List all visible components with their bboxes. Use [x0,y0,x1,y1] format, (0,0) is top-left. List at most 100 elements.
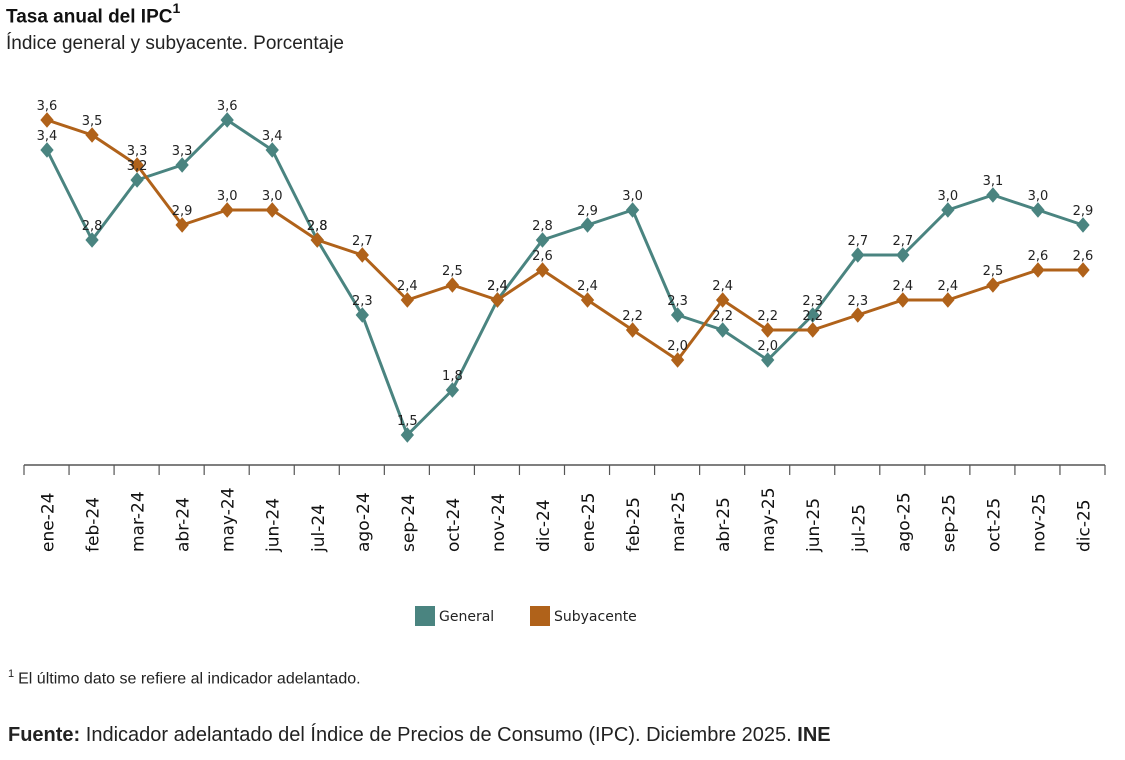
data-label-general: 2,3 [352,294,373,309]
data-point-general [40,142,54,158]
data-label-subyacente: 2,7 [352,234,373,249]
data-label-general: 2,8 [82,219,103,234]
x-tick-label: abr-25 [714,497,734,552]
data-label-subyacente: 3,5 [82,114,103,129]
data-point-general [175,157,189,173]
data-label-general: 2,3 [667,294,688,309]
x-tick-label: ago-25 [894,492,914,552]
source-line: Fuente: Indicador adelantado del Índice … [8,724,831,747]
data-point-subyacente [220,202,234,218]
data-point-general [220,112,234,128]
data-label-general: 3,4 [262,129,283,144]
data-label-subyacente: 2,4 [487,279,508,294]
data-label-general: 1,5 [397,414,418,429]
data-label-subyacente: 3,0 [262,189,283,204]
data-label-general: 3,2 [127,159,148,174]
data-point-subyacente [806,322,820,338]
data-label-general: 3,4 [37,129,58,144]
data-label-subyacente: 2,2 [622,309,643,324]
data-point-general [806,307,820,323]
data-point-subyacente [986,277,1000,293]
data-label-subyacente: 2,6 [1073,249,1094,264]
x-tick-label: dic-25 [1074,499,1094,552]
data-point-subyacente [85,127,99,143]
data-point-subyacente [1031,262,1045,278]
x-tick-label: jul-25 [849,504,869,553]
data-label-subyacente: 2,3 [847,294,868,309]
data-point-general [580,217,595,233]
x-tick-label: ene-24 [39,493,59,552]
data-point-subyacente [490,292,505,308]
footnote-text: El último dato se refiere al indicador a… [18,670,361,688]
data-label-subyacente: 2,5 [983,264,1004,279]
data-label-subyacente: 2,5 [442,264,463,279]
data-label-general: 2,7 [892,234,913,249]
data-label-subyacente: 2,6 [532,249,553,264]
x-tick-label: abr-24 [174,497,194,552]
data-label-subyacente: 2,4 [892,279,913,294]
x-tick-label: sep-24 [399,494,419,552]
x-tick-label: feb-24 [84,497,104,552]
data-label-general: 1,8 [442,369,463,384]
data-point-general [400,427,415,443]
data-point-general [625,202,640,218]
data-point-subyacente [400,292,415,308]
x-tick-label: jun-24 [264,498,284,553]
legend-swatch-subyacente [530,606,550,626]
footnote-marker: 1 [8,668,15,680]
data-label-general: 3,3 [172,144,193,159]
data-point-general [851,247,865,263]
source-org: INE [797,724,831,746]
chart-subtitle: Índice general y subyacente. Porcentaje [6,33,344,54]
data-point-subyacente [715,292,730,308]
data-point-subyacente [625,322,640,338]
data-point-general [265,142,279,158]
data-label-general: 2,9 [577,204,598,219]
data-point-general [896,247,910,263]
x-tick-label: oct-25 [984,498,1004,552]
data-point-subyacente [310,232,324,248]
x-tick-label: sep-25 [939,494,959,552]
data-point-general [535,232,550,248]
data-label-subyacente: 2,2 [802,309,823,324]
data-point-general [715,322,730,338]
x-tick-label: may-24 [219,487,239,552]
series-line-subyacente [46,118,1083,362]
title-footnote-marker: 1 [172,0,181,16]
data-point-subyacente [265,202,279,218]
source-label: Fuente: [8,724,81,746]
data-label-general: 3,6 [217,99,238,114]
chart-title-text: Tasa anual del IPC [6,6,173,28]
data-label-general: 2,8 [307,219,328,234]
data-point-subyacente [580,292,595,308]
data-point-subyacente [670,352,685,368]
data-label-general: 3,0 [622,189,643,204]
data-point-subyacente [1076,262,1090,278]
data-label-general: 3,0 [938,189,959,204]
data-point-subyacente [851,307,865,323]
data-label-general: 2,4 [487,279,508,294]
data-point-general [1031,202,1045,218]
line-chart: ene-24 feb-24 mar-24 abr-24 may-24 jun-24 jul-… [23,99,1106,626]
data-label-subyacente: 2,4 [397,279,418,294]
x-tick-label: ene-25 [579,493,599,552]
data-point-general [130,172,144,188]
x-tick-label: dic-24 [534,499,554,552]
x-tick-label: mar-24 [129,491,149,552]
data-point-general [670,307,685,323]
x-tick-label: ago-24 [354,492,374,552]
data-label-subyacente: 2,0 [667,339,688,354]
chart-title: Tasa anual del IPC1 [6,0,181,28]
data-point-general [85,232,99,248]
source-text: Indicador adelantado del Índice de Preci… [85,724,792,746]
data-label-subyacente: 2,4 [577,279,598,294]
legend-label-subyacente: Subyacente [554,609,637,625]
footnote: 1 El último dato se refiere al indicador … [8,668,361,688]
legend-swatch-general [415,606,435,626]
data-point-subyacente [761,322,775,338]
data-point-general [941,202,955,218]
x-tick-label: mar-25 [669,491,689,552]
data-point-general [761,352,775,368]
data-label-general: 3,1 [983,174,1004,189]
legend-label-general: General [439,609,494,625]
